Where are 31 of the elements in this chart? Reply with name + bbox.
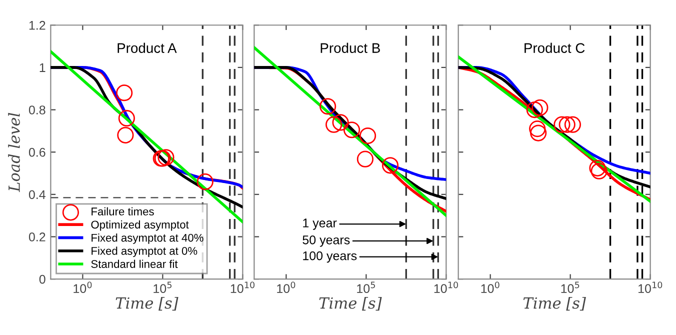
text: Product B: [320, 42, 380, 53]
y-tick-label: 0.8: [28, 106, 46, 114]
x-axis-title: Time [s]: [523, 296, 586, 311]
x-tick-label: 10$^{0}$: [277, 282, 296, 293]
legend-label: Fixed asymptot at 40%: [92, 234, 204, 244]
y-tick-label: 0.6: [28, 148, 46, 157]
annotation: 100 years: [303, 251, 357, 263]
legend-label: Optimized asymptot: [91, 220, 189, 231]
legend-label: Fixed asymptot at 0%: [92, 246, 198, 258]
x-tick-label: 10$^{10}$: [638, 282, 662, 293]
y-tick-label: 0.4: [28, 190, 46, 200]
legend-label: Failure times: [92, 207, 154, 216]
legend-label: Standard linear fit: [91, 260, 178, 268]
x-tick-label: 10$^{5}$: [154, 282, 172, 294]
x-tick-label: 10$^{0}$: [74, 282, 92, 293]
x-tick-label: 10$^{0}$: [481, 282, 500, 293]
x-axis-title: Time [s]: [319, 296, 382, 311]
x-tick-label: 10$^{5}$: [357, 282, 375, 294]
y-tick-label: 1.2: [29, 20, 46, 30]
annotation: 50 years: [302, 235, 350, 247]
text: Product C: [524, 42, 585, 53]
x-axis-title: Time [s]: [116, 296, 178, 311]
x-tick-label: 10$^{10}$: [434, 282, 458, 293]
y-axis-title: Load level: [8, 112, 20, 192]
y-tick-label: 1: [40, 63, 46, 72]
x-tick-label: 10$^{10}$: [230, 282, 255, 293]
x-tick-label: 10$^{5}$: [561, 282, 580, 294]
y-tick-label: 0.2: [28, 232, 46, 242]
annotation: 1 year: [303, 218, 337, 230]
y-tick-label: 0: [39, 274, 46, 284]
text: Product A: [118, 42, 177, 53]
